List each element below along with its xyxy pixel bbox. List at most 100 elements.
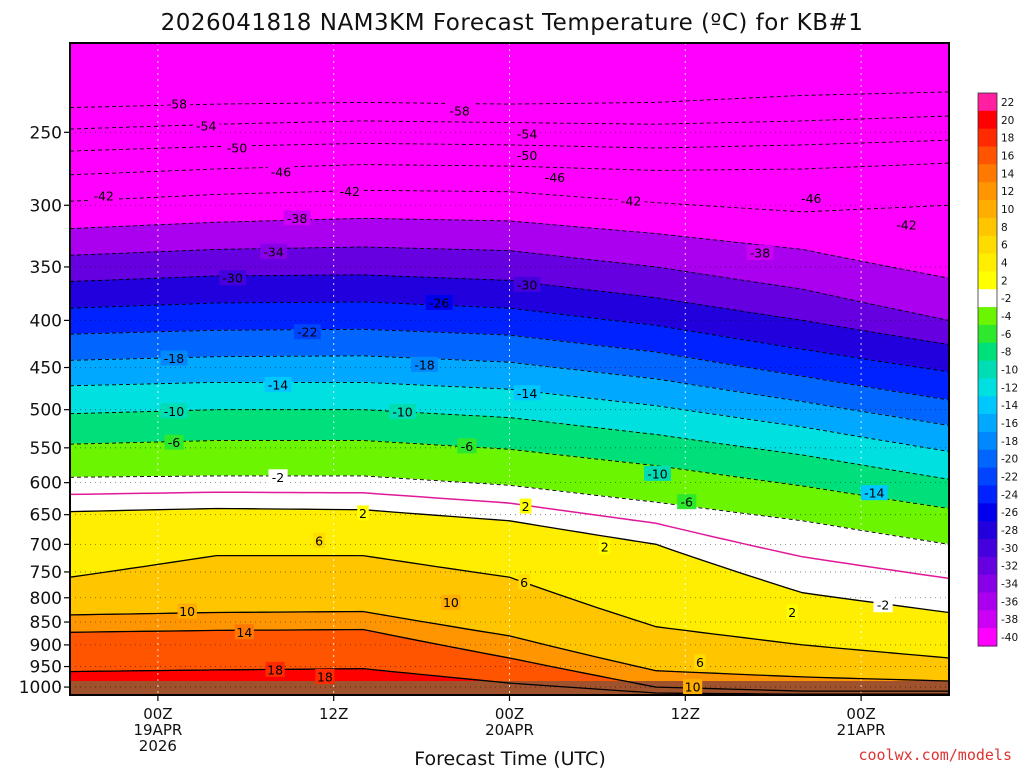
contour-label: -10 [647, 466, 667, 481]
colorbar-swatch [978, 538, 997, 558]
contour-label: -58 [449, 103, 469, 118]
colorbar-swatch [978, 235, 997, 255]
isotherm-line [70, 628, 949, 692]
contour-label: -54 [196, 118, 216, 133]
colorbar-swatch [978, 182, 997, 201]
colorbar-label: 2 [1001, 275, 1008, 287]
colorbar-label: 4 [1001, 257, 1008, 269]
contour-label-bg [513, 147, 541, 163]
contour-label: -14 [268, 377, 288, 392]
contour-label: -46 [545, 170, 565, 185]
contour-label-bg [513, 125, 541, 141]
contour-label: -46 [271, 164, 291, 179]
isotherm-line [70, 610, 949, 682]
contour-label: 2 [788, 605, 796, 620]
y-tick-label: 300 [30, 196, 62, 216]
ground-layer [70, 681, 949, 695]
colorbar-swatch [978, 396, 997, 415]
colorbar-swatch [978, 253, 997, 272]
colorbar-label: -8 [1001, 347, 1011, 359]
contour-label: 10 [685, 680, 701, 695]
colorbar-label: 12 [1001, 186, 1014, 198]
contour-label-bg [873, 597, 893, 613]
colorbar-swatch [978, 378, 997, 397]
contour-label-bg [411, 356, 438, 372]
contour-label-bg [260, 243, 288, 259]
contour-label: -10 [392, 405, 412, 420]
plot-area: -58 -58 -54 -54 -50 -50 -46 -46 -46 -42 -42 -42 -42 -… [70, 43, 949, 695]
contour-label: -14 [864, 486, 884, 501]
contour-label-bg [389, 404, 416, 420]
contour-label: -14 [517, 386, 537, 401]
colorbar-label: -12 [1001, 382, 1018, 394]
colorbar-label: -14 [1001, 400, 1018, 412]
x-tick-label: 19APR [133, 721, 182, 739]
contour-label: -18 [414, 357, 434, 372]
contour-label-bg [513, 385, 541, 401]
contour-label-bg [234, 624, 254, 640]
x-axis-label: Forecast Time (UTC) [414, 748, 605, 768]
y-tick-label: 750 [30, 563, 62, 583]
chart-title: 2026041818 NAM3KM Forecast Temperature (… [161, 10, 864, 36]
x-tick-label: 12Z [319, 705, 348, 723]
colorbar: 22 20 18 16 14 12 10 8 6 4 2 -2 -4 -6 -8 -10 -12 -14 -16 -1… [977, 92, 1018, 647]
colorbar-swatch [978, 200, 997, 219]
colorbar-label: -38 [1001, 614, 1018, 626]
contour-label: -42 [621, 194, 641, 209]
contour-label-bg [357, 505, 369, 521]
colorbar-swatch [978, 289, 997, 308]
contour-label: 6 [696, 655, 704, 670]
contour-label: 14 [236, 625, 252, 640]
contour-label-bg [164, 434, 184, 450]
colorbar-swatch [978, 628, 997, 647]
contour-label-bg [268, 469, 288, 485]
contour-label-bg [683, 679, 703, 695]
colorbar-swatch [978, 485, 997, 504]
y-tick-label: 650 [30, 506, 62, 526]
contour-label: -26 [429, 296, 449, 311]
colorbar-label: 8 [1001, 222, 1008, 234]
credit-link[interactable]: coolwx.com/models [858, 746, 1012, 764]
contour-label: 10 [443, 595, 459, 610]
contour-label: 2 [601, 540, 609, 555]
colorbar-swatch [978, 93, 997, 112]
colorbar-label: 10 [1001, 204, 1014, 216]
x-tick-label: 20APR [485, 721, 534, 739]
contour-label: -46 [801, 191, 821, 206]
colorbar-swatch [978, 307, 997, 326]
contour-label: 2 [359, 506, 367, 521]
contour-label-bg [786, 604, 799, 620]
isotherm-line [70, 507, 949, 614]
contour-label-bg [219, 270, 247, 286]
contour-label: -2 [272, 470, 284, 485]
contour-label-bg [446, 102, 474, 118]
y-axis-ticks: 250 300 350 400 450 500 550 600 650 700 750 800 850 9… [19, 123, 70, 698]
contour-label: -2 [877, 598, 889, 613]
colorbar-swatch [978, 110, 997, 130]
contour-label-bg [336, 183, 364, 199]
contour-label-bg [177, 603, 197, 619]
colorbar-label: -24 [1001, 489, 1018, 501]
colorbar-label: 6 [1001, 240, 1008, 252]
contour-label-bg [617, 193, 645, 209]
contour-label-bg [677, 494, 697, 510]
contour-label: -58 [167, 97, 187, 112]
colorbar-label: -16 [1001, 418, 1018, 430]
y-tick-label: 350 [30, 258, 62, 278]
x-tick-label: 00Z [143, 705, 172, 723]
colorbar-label: -2 [1001, 293, 1011, 305]
colorbar-swatch [978, 610, 997, 629]
y-tick-label: 250 [30, 123, 62, 143]
contour-label: 6 [315, 533, 323, 548]
colorbar-swatch [978, 503, 997, 522]
isotherm-line [70, 274, 949, 346]
contour-label-bg [425, 295, 453, 311]
contour-label-bg [694, 654, 706, 670]
colorbar-swatch [978, 217, 997, 237]
contour-label: -18 [164, 351, 184, 366]
contour-label-bg [223, 139, 251, 155]
x-tick-label: 00Z [495, 705, 524, 723]
y-tick-label: 400 [30, 311, 62, 331]
